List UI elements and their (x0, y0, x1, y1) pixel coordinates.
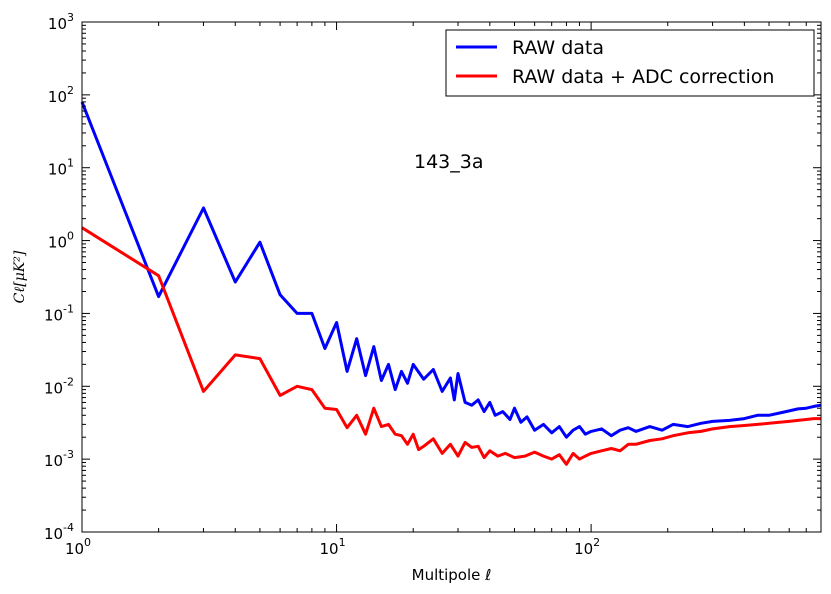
y-tick-label: 10-4 (44, 521, 74, 543)
y-tick-label: 102 (48, 84, 74, 106)
x-tick-label: 100 (65, 536, 91, 558)
x-tick-label: 102 (574, 536, 600, 558)
y-tick-label: 10-3 (44, 448, 74, 470)
y-tick-label: 10-1 (44, 302, 74, 324)
y-tick-label: 103 (48, 11, 74, 33)
x-tick-label: 101 (320, 536, 346, 558)
y-axis-label: Cℓ[μK²] (12, 250, 28, 303)
x-axis-label: Multipole ℓ (412, 566, 492, 584)
legend-label-adc: RAW data + ADC correction (512, 66, 774, 88)
tick-layer: 10-4 10-3 10-2 10-1 100 101 102 103 100 101 102 (44, 11, 821, 558)
chart-annotation: 143_3a (414, 151, 484, 173)
legend: RAW data RAW data + ADC correction (445, 29, 815, 97)
series-line-1 (81, 226, 821, 466)
legend-label-raw: RAW data (512, 37, 604, 59)
series-line-0 (80, 101, 822, 439)
series-layer (80, 101, 822, 466)
plot-frame (81, 21, 822, 533)
legend-box (445, 29, 815, 97)
y-tick-label: 100 (48, 230, 74, 252)
y-tick-label: 10-2 (44, 375, 74, 397)
y-tick-label: 101 (48, 157, 74, 179)
